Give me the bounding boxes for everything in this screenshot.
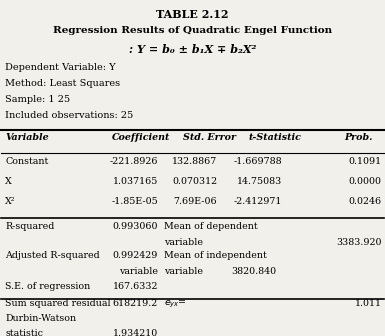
Text: X²: X²: [5, 198, 16, 206]
Text: 1.037165: 1.037165: [113, 177, 158, 186]
Text: -2.412971: -2.412971: [234, 198, 282, 206]
Text: Regression Results of Quadratic Engel Function: Regression Results of Quadratic Engel Fu…: [53, 27, 332, 35]
Text: $e_{yx}$=: $e_{yx}$=: [164, 299, 187, 310]
Text: Sum squared residual: Sum squared residual: [5, 299, 111, 308]
Text: X: X: [5, 177, 12, 186]
Text: Prob.: Prob.: [345, 133, 373, 142]
Text: S.E. of regression: S.E. of regression: [5, 282, 90, 291]
Text: Method: Least Squares: Method: Least Squares: [5, 79, 121, 88]
Text: variable: variable: [164, 267, 203, 276]
Text: Included observations: 25: Included observations: 25: [5, 111, 134, 120]
Text: 3820.840: 3820.840: [231, 267, 276, 276]
Text: variable: variable: [164, 238, 203, 247]
Text: -221.8926: -221.8926: [110, 157, 158, 166]
Text: 0.070312: 0.070312: [172, 177, 218, 186]
Text: Mean of dependent: Mean of dependent: [164, 222, 258, 231]
Text: t-Statistic: t-Statistic: [248, 133, 301, 142]
Text: Mean of independent: Mean of independent: [164, 251, 266, 260]
Text: 618219.2: 618219.2: [113, 299, 158, 308]
Text: -1.85E-05: -1.85E-05: [111, 198, 158, 206]
Text: Coefficient: Coefficient: [112, 133, 170, 142]
Text: 0.0246: 0.0246: [348, 198, 382, 206]
Text: 3383.920: 3383.920: [336, 238, 382, 247]
Text: Dependent Variable: Y: Dependent Variable: Y: [5, 62, 116, 72]
Text: 14.75083: 14.75083: [237, 177, 282, 186]
Text: 1.011: 1.011: [355, 299, 382, 308]
Text: : Y = b₀ ± b₁X ∓ b₂X²: : Y = b₀ ± b₁X ∓ b₂X²: [129, 44, 256, 54]
Text: Sample: 1 25: Sample: 1 25: [5, 95, 70, 104]
Text: R-squared: R-squared: [5, 222, 55, 231]
Text: 132.8867: 132.8867: [172, 157, 218, 166]
Text: variable: variable: [119, 267, 158, 276]
Text: 1.934210: 1.934210: [113, 329, 158, 336]
Text: statistic: statistic: [5, 329, 43, 336]
Text: Std. Error: Std. Error: [183, 133, 236, 142]
Text: 167.6332: 167.6332: [112, 282, 158, 291]
Text: TABLE 2.12: TABLE 2.12: [156, 9, 229, 20]
Text: 7.69E-06: 7.69E-06: [174, 198, 218, 206]
Text: Adjusted R-squared: Adjusted R-squared: [5, 251, 100, 260]
Text: -1.669788: -1.669788: [234, 157, 282, 166]
Text: Constant: Constant: [5, 157, 49, 166]
Text: 0.1091: 0.1091: [348, 157, 382, 166]
Text: 0.0000: 0.0000: [349, 177, 382, 186]
Text: 0.993060: 0.993060: [112, 222, 158, 231]
Text: 0.992429: 0.992429: [113, 251, 158, 260]
Text: Durbin-Watson: Durbin-Watson: [5, 314, 76, 323]
Text: Variable: Variable: [5, 133, 49, 142]
